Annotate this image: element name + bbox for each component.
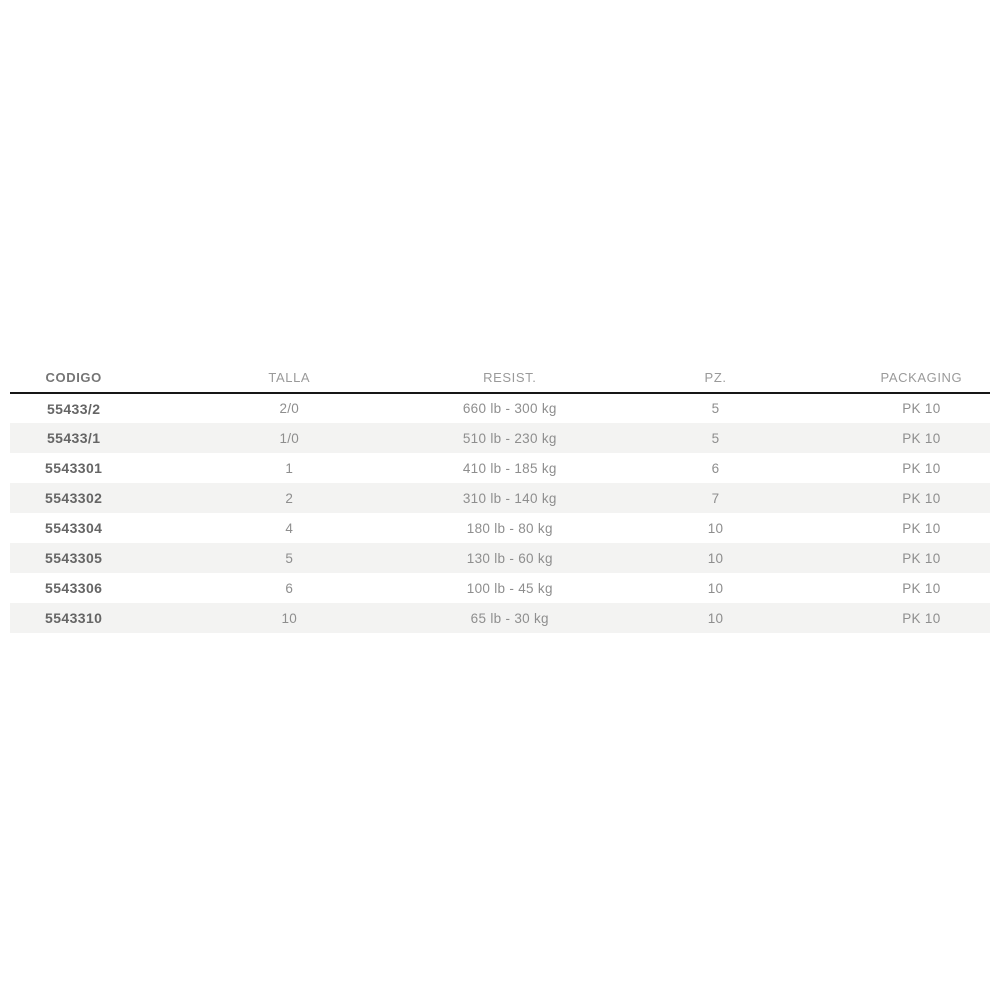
cell-codigo: 5543310 [45,610,103,626]
cell-resist: 65 lb - 30 kg [470,610,549,626]
cell-talla: 4 [285,520,294,536]
header-row: CODIGO TALLA RESIST. PZ. PACKAGING [10,362,990,394]
cell-talla: 2 [285,490,294,506]
cell-codigo: 55433/2 [46,400,101,417]
column-header-pz: PZ. [578,362,853,394]
column-header-codigo: CODIGO [10,362,138,394]
cell-codigo: 5543301 [45,460,103,476]
cell-codigo: 5543302 [45,490,103,506]
cell-packaging: PK 10 [902,490,941,506]
cell-packaging: PK 10 [902,430,941,446]
table-row: 5543301 1 410 lb - 185 kg 6 PK 10 [10,453,990,483]
cell-codigo: 5543305 [45,550,103,566]
product-spec-table-container: CODIGO TALLA RESIST. PZ. PACKAGING 55433/2 2/… [10,362,990,633]
cell-pz: 10 [707,580,724,596]
cell-resist: 100 lb - 45 kg [466,580,553,596]
product-spec-table: CODIGO TALLA RESIST. PZ. PACKAGING 55433/2 2/… [10,362,990,633]
table-body: 55433/2 2/0 660 lb - 300 kg 5 PK 10 55433/1 1/… [10,393,990,633]
cell-resist: 310 lb - 140 kg [462,490,557,506]
cell-talla: 1/0 [279,430,300,446]
table-row: 5543306 6 100 lb - 45 kg 10 PK 10 [10,573,990,603]
cell-talla: 2/0 [279,401,300,416]
cell-codigo: 5543304 [45,520,103,536]
cell-packaging: PK 10 [902,550,941,566]
column-header-packaging: PACKAGING [852,362,990,394]
cell-packaging: PK 10 [902,610,941,626]
cell-pz: 5 [711,401,720,416]
cell-resist: 510 lb - 230 kg [462,430,557,446]
cell-resist: 130 lb - 60 kg [466,550,553,566]
column-header-resist: RESIST. [441,362,579,394]
cell-pz: 10 [707,610,724,626]
cell-pz: 7 [711,490,720,506]
cell-packaging: PK 10 [902,401,941,416]
table-header: CODIGO TALLA RESIST. PZ. PACKAGING [10,362,990,394]
cell-resist: 660 lb - 300 kg [462,401,557,416]
cell-talla: 1 [285,460,294,476]
cell-talla: 10 [281,610,298,626]
cell-pz: 10 [707,550,724,566]
table-row: 5543305 5 130 lb - 60 kg 10 PK 10 [10,543,990,573]
cell-talla: 5 [285,550,294,566]
table-row: 55433/2 2/0 660 lb - 300 kg 5 PK 10 [10,393,990,423]
table-row: 5543310 10 65 lb - 30 kg 10 PK 10 [10,603,990,633]
cell-resist: 410 lb - 185 kg [462,460,557,476]
cell-packaging: PK 10 [902,580,941,596]
cell-talla: 6 [285,580,294,596]
table-row: 5543304 4 180 lb - 80 kg 10 PK 10 [10,513,990,543]
cell-packaging: PK 10 [902,460,941,476]
table-row: 55433/1 1/0 510 lb - 230 kg 5 PK 10 [10,423,990,453]
cell-pz: 10 [707,520,724,536]
cell-pz: 6 [711,460,720,476]
cell-codigo: 55433/1 [46,430,101,446]
table-row: 5543302 2 310 lb - 140 kg 7 PK 10 [10,483,990,513]
cell-codigo: 5543306 [45,580,103,596]
cell-resist: 180 lb - 80 kg [466,520,553,536]
column-header-talla: TALLA [137,362,442,394]
cell-packaging: PK 10 [902,520,941,536]
cell-pz: 5 [711,430,720,446]
